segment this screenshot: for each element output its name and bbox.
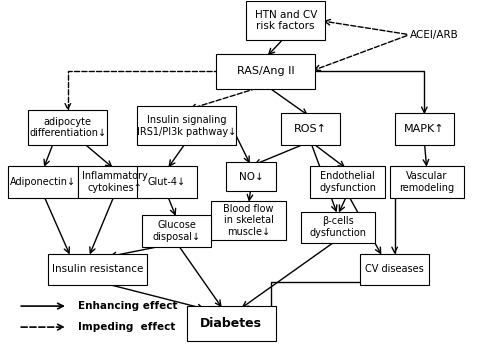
FancyBboxPatch shape xyxy=(226,162,276,191)
Text: NO↓: NO↓ xyxy=(238,172,264,181)
Text: Adiponectin↓: Adiponectin↓ xyxy=(10,177,76,187)
Text: MAPK↑: MAPK↑ xyxy=(404,124,444,134)
Text: Vascular
remodeling: Vascular remodeling xyxy=(400,171,454,192)
FancyBboxPatch shape xyxy=(78,166,152,198)
FancyBboxPatch shape xyxy=(390,166,464,198)
FancyBboxPatch shape xyxy=(48,253,147,285)
FancyBboxPatch shape xyxy=(310,166,384,198)
Text: Impeding  effect: Impeding effect xyxy=(78,322,175,332)
Text: Inflammatory
cytokines↑: Inflammatory cytokines↑ xyxy=(82,171,148,192)
FancyBboxPatch shape xyxy=(300,211,375,243)
FancyBboxPatch shape xyxy=(28,110,108,145)
Text: Glucose
disposal↓: Glucose disposal↓ xyxy=(152,220,201,241)
FancyBboxPatch shape xyxy=(8,166,78,198)
Text: Insulin signaling
IRS1/PI3k pathway↓: Insulin signaling IRS1/PI3k pathway↓ xyxy=(137,115,236,137)
FancyBboxPatch shape xyxy=(216,54,316,89)
Text: adipocyte
differentiation↓: adipocyte differentiation↓ xyxy=(30,117,106,138)
FancyBboxPatch shape xyxy=(186,306,276,341)
FancyBboxPatch shape xyxy=(394,113,454,145)
FancyBboxPatch shape xyxy=(280,113,340,145)
FancyBboxPatch shape xyxy=(246,1,326,40)
Text: ACEI/ARB: ACEI/ARB xyxy=(410,30,459,40)
Text: HTN and CV
risk factors: HTN and CV risk factors xyxy=(254,10,317,31)
FancyBboxPatch shape xyxy=(142,215,212,246)
FancyBboxPatch shape xyxy=(212,201,286,240)
Text: Endothelial
dysfunction: Endothelial dysfunction xyxy=(319,171,376,192)
Text: β-cells
dysfunction: β-cells dysfunction xyxy=(309,216,366,238)
Text: ROS↑: ROS↑ xyxy=(294,124,327,134)
Text: RAS/Ang II: RAS/Ang II xyxy=(237,66,294,77)
Text: Insulin resistance: Insulin resistance xyxy=(52,264,143,274)
Text: Glut-4↓: Glut-4↓ xyxy=(148,177,186,187)
FancyBboxPatch shape xyxy=(137,166,196,198)
Text: Diabetes: Diabetes xyxy=(200,317,262,330)
FancyBboxPatch shape xyxy=(360,253,430,285)
FancyBboxPatch shape xyxy=(137,107,236,145)
Text: CV diseases: CV diseases xyxy=(366,264,424,274)
Text: Enhancing effect: Enhancing effect xyxy=(78,301,177,311)
Text: Blood flow
in skeletal
muscle↓: Blood flow in skeletal muscle↓ xyxy=(224,204,274,237)
